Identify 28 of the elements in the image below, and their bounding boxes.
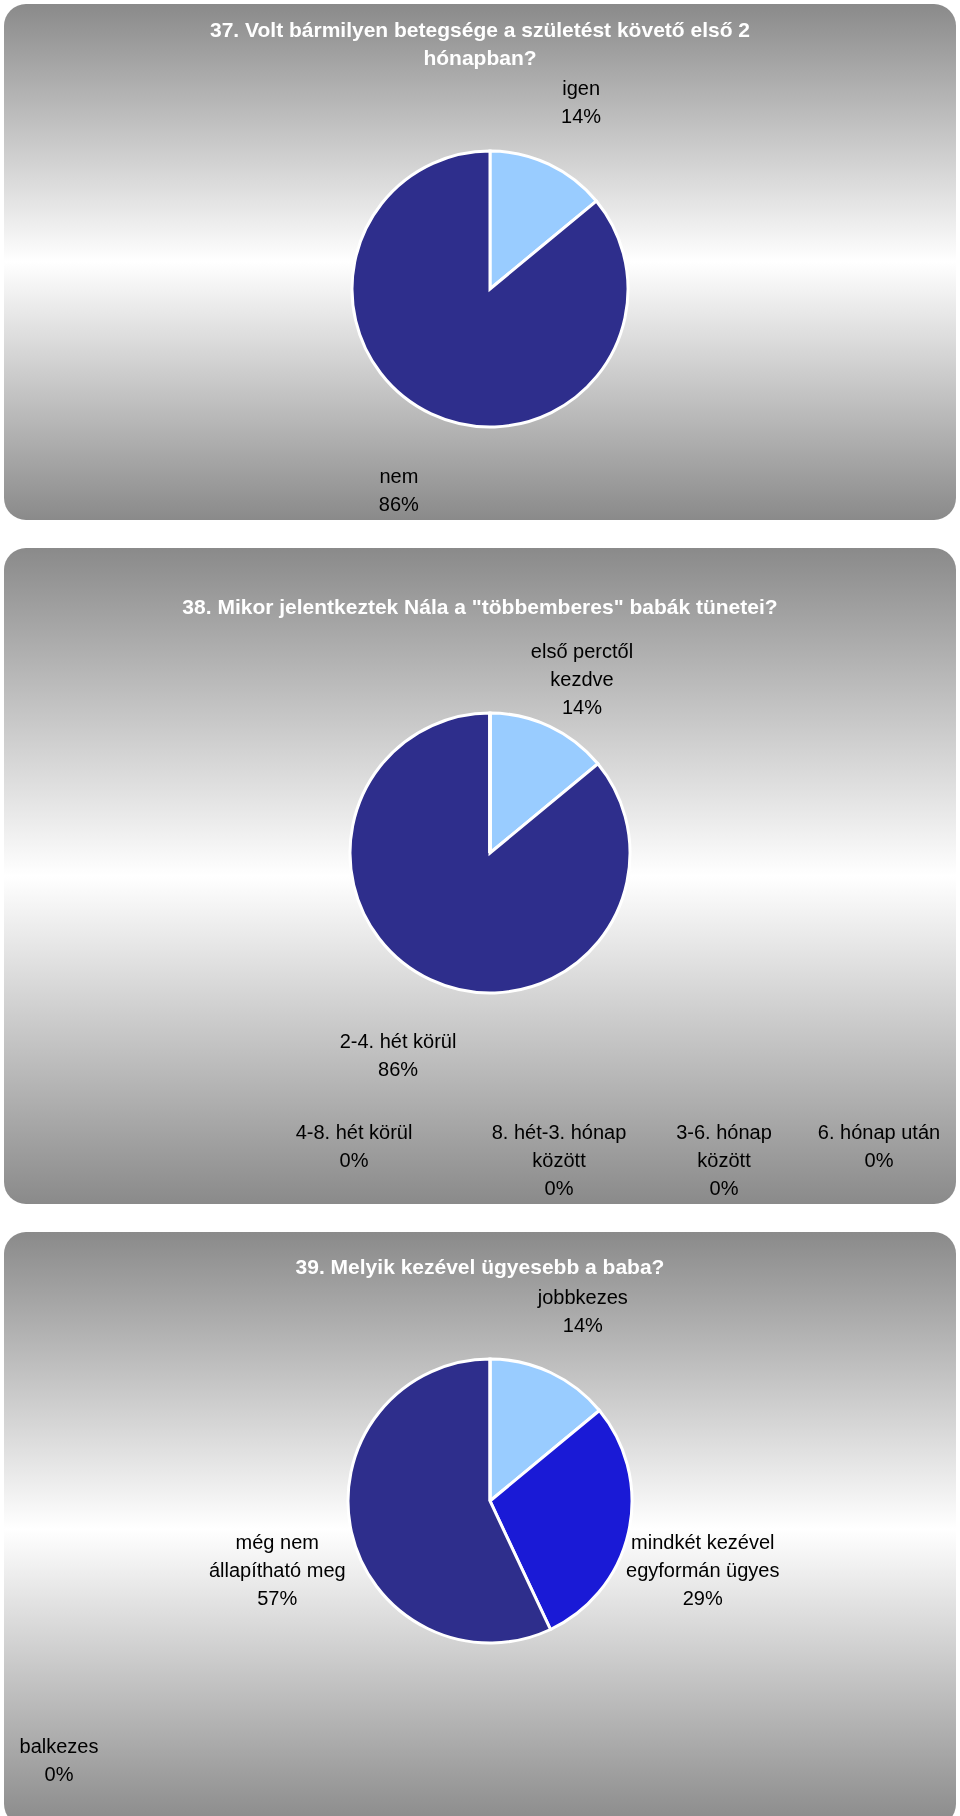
text: 0% [544,1177,574,1199]
category-label: 8. hét-3. hónap között [491,1121,627,1171]
slice-label: mindkét kezével egyformán ügyes [626,1530,780,1581]
slice-label: jobbkezes [536,1285,628,1308]
category-label: balkezes [19,1735,99,1757]
data-label: 14% [561,105,602,128]
data-label: 14% [561,695,603,718]
data-label: 57% [257,1586,298,1609]
data-label: 86% [378,492,420,515]
text: 0% [339,1149,369,1171]
text: 0% [864,1149,894,1171]
slice-label: még nem állapítható meg [208,1530,346,1581]
category-label: 3-6. hónap között [676,1121,772,1171]
slice-label: 2-4. hét körül [339,1030,457,1053]
slice-label: nem [379,464,419,487]
category-label: 6. hónap után [817,1121,941,1143]
slice-label: első perctől kezdve [530,639,634,690]
chart-title: 37. Volt bármilyen betegsége a születést követő első 2 hónapban? [210,18,750,70]
data-label: 86% [378,1058,419,1081]
slice-label: igen [562,77,601,100]
data-label: 29% [682,1586,723,1609]
chart-title: 38. Mikor jelentkeztek Nála a "többemberes" babák tünetei? [182,595,778,618]
text: 0% [44,1763,74,1785]
data-label: 14% [562,1313,604,1336]
text: 0% [709,1177,739,1199]
chart-title: 39. Melyik kezével ügyesebb a baba? [295,1254,665,1278]
pie-slice [350,149,630,429]
category-label: 4-8. hét körül [295,1121,413,1143]
